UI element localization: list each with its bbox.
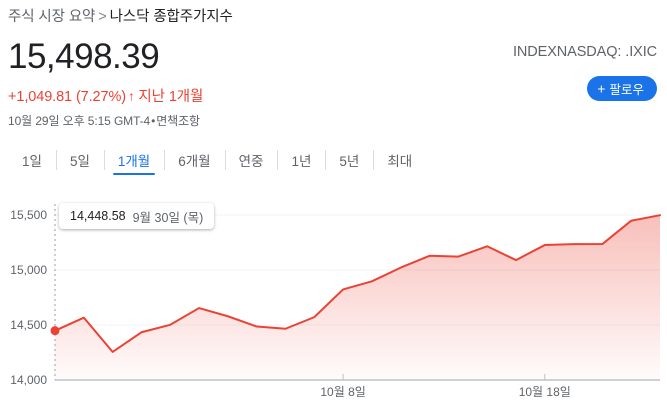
- svg-text:10월 18일: 10월 18일: [519, 385, 571, 399]
- tab-5-days[interactable]: 5일: [55, 145, 104, 175]
- tab-1-year[interactable]: 1년: [277, 145, 325, 175]
- tab-6-months[interactable]: 6개월: [164, 145, 224, 175]
- range-tab-bar: 1일 5일 1개월 6개월 연중 1년 5년 최대: [8, 145, 667, 175]
- price-change: +1,049.81 (7.27%) ↑ 지난 1개월: [8, 85, 203, 106]
- breadcrumb: 주식 시장 요약 > 나스닥 종합주가지수: [8, 5, 233, 26]
- timestamp-separator: •: [151, 114, 156, 128]
- ticker-symbol: INDEXNASDAQ: .IXIC: [512, 44, 657, 60]
- chart-x-axis-ticks: [342, 374, 546, 380]
- chart-tooltip: 14,448.58 9월 30일 (목): [59, 203, 215, 229]
- breadcrumb-separator: >: [98, 9, 107, 25]
- chart-area-fill: [55, 215, 660, 380]
- tab-5-years[interactable]: 5년: [325, 145, 373, 175]
- price-change-period: 지난 1개월: [138, 89, 204, 105]
- chart-line: [54, 214, 661, 353]
- svg-text:15,000: 15,000: [10, 263, 47, 277]
- follow-button[interactable]: + 팔로우: [587, 76, 657, 101]
- arrow-up-icon: ↑: [128, 88, 135, 104]
- chart-highlight-dot: [50, 326, 60, 336]
- follow-button-label: 팔로우: [609, 83, 644, 97]
- svg-text:15,500: 15,500: [10, 208, 47, 222]
- price-change-value: +1,049.81 (7.27%): [8, 89, 127, 105]
- svg-text:14,500: 14,500: [10, 318, 47, 332]
- quote-timestamp: 10월 29일 오후 5:15 GMT-4•면책조항: [8, 112, 200, 129]
- svg-text:14,000: 14,000: [10, 373, 47, 387]
- plus-icon: +: [597, 80, 606, 96]
- tab-max[interactable]: 최대: [373, 145, 426, 175]
- breadcrumb-current: 나스닥 종합주가지수: [109, 9, 233, 25]
- tab-1-day[interactable]: 1일: [8, 145, 56, 175]
- breadcrumb-parent-link[interactable]: 주식 시장 요약: [8, 9, 96, 25]
- tooltip-value: 14,448.58: [70, 209, 126, 223]
- tab-1-month[interactable]: 1개월: [103, 145, 164, 175]
- chart-y-axis-labels: 14,000 14,500 15,000 15,500: [10, 208, 47, 387]
- svg-text:10월 8일: 10월 8일: [320, 385, 365, 399]
- tooltip-date: 9월 30일 (목): [132, 210, 204, 225]
- timestamp-text: 10월 29일 오후 5:15 GMT-4: [8, 114, 151, 128]
- tab-ytd[interactable]: 연중: [224, 145, 278, 175]
- disclaimer-link[interactable]: 면책조항: [156, 114, 200, 128]
- current-price: 15,498.39: [8, 37, 160, 76]
